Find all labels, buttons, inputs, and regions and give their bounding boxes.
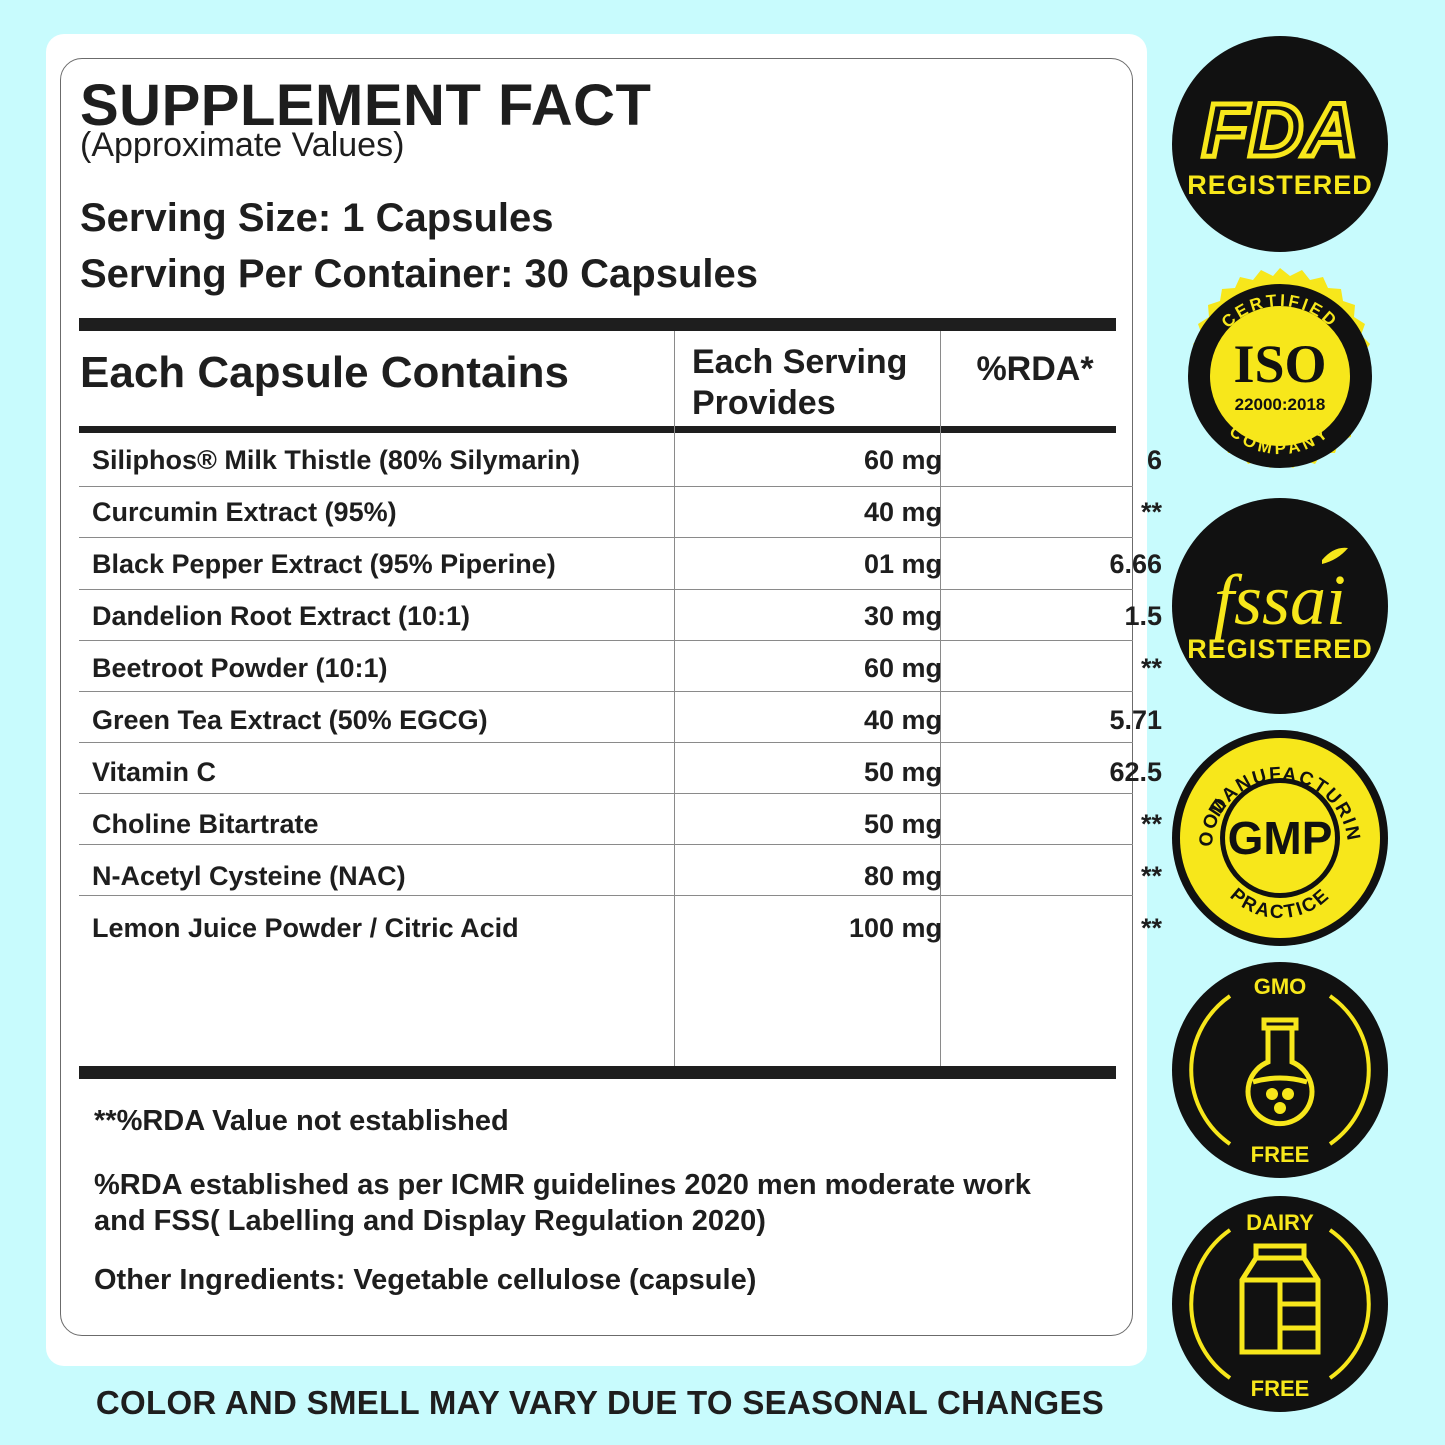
ingredient-amount: 40 mg: [863, 497, 942, 527]
dairy-free-badge: DAIRY FREE: [1172, 1196, 1388, 1412]
fssai-text: fssai: [1214, 560, 1346, 640]
table-row: Lemon Juice Powder / Citric Acid 100 mg …: [79, 902, 1162, 954]
header-amount-line2: Provides: [692, 384, 836, 422]
gmp-main-text: GMP: [1228, 812, 1333, 864]
table-bottom-rule: [79, 1066, 1116, 1079]
rda-basis-note: %RDA established as per ICMR guidelines …: [94, 1167, 1031, 1239]
ingredient-amount: 30 mg: [863, 601, 942, 631]
row-divider: [79, 691, 1133, 692]
row-divider: [79, 793, 1133, 794]
gmo-text: GMO: [1254, 974, 1307, 999]
ingredient-name: Siliphos® Milk Thistle (80% Silymarin): [92, 445, 581, 475]
panel-subtitle: (Approximate Values): [80, 126, 405, 164]
ingredient-rda: **: [1140, 861, 1162, 891]
supplement-card: [46, 34, 1147, 1366]
ingredient-rda: 6.66: [1109, 549, 1162, 579]
column-divider: [940, 331, 941, 1066]
fda-registered-text: REGISTERED: [1187, 170, 1373, 200]
row-divider: [79, 742, 1133, 743]
column-divider: [674, 331, 675, 1066]
ingredient-name: Choline Bitartrate: [92, 809, 319, 839]
gmo-free-badge: GMO FREE: [1172, 962, 1388, 1178]
table-row: Choline Bitartrate 50 mg **: [79, 798, 1162, 850]
table-row: Beetroot Powder (10:1) 60 mg **: [79, 642, 1162, 694]
header-amount-line1: Each Serving: [692, 343, 908, 381]
fda-text: FDA: [1202, 88, 1358, 173]
row-divider: [79, 895, 1133, 896]
fda-registered-badge: FDA REGISTERED: [1172, 36, 1388, 252]
rda-basis-line1: %RDA established as per ICMR guidelines …: [94, 1169, 1031, 1201]
ingredient-amount: 50 mg: [863, 809, 942, 839]
header-amount: Each Serving Provides: [692, 342, 907, 424]
milk-carton-icon: DAIRY FREE: [1172, 1196, 1388, 1412]
ingredient-rda: 5.71: [1109, 705, 1162, 735]
fda-logo-icon: FDA REGISTERED: [1172, 36, 1388, 252]
table-row: Dandelion Root Extract (10:1) 30 mg 1.5: [79, 590, 1162, 642]
ingredient-rda: 6: [1146, 445, 1162, 475]
fssai-registered-text: REGISTERED: [1187, 634, 1373, 664]
supplement-panel-border: [60, 58, 1133, 1336]
ingredient-name: Curcumin Extract (95%): [92, 497, 397, 527]
ingredient-rda: **: [1140, 809, 1162, 839]
ingredient-rda: 62.5: [1109, 757, 1162, 787]
table-header-rule: [79, 426, 1116, 433]
rda-not-established-note: **%RDA Value not established: [94, 1105, 509, 1137]
ingredient-name: Lemon Juice Powder / Citric Acid: [92, 913, 519, 943]
gmp-seal-icon: MANUFACTURING GOOD PRACTICE GMP: [1172, 730, 1388, 946]
table-row: N-Acetyl Cysteine (NAC) 80 mg **: [79, 850, 1162, 902]
other-ingredients-note: Other Ingredients: Vegetable cellulose (…: [94, 1264, 757, 1296]
ingredient-amount: 60 mg: [863, 445, 942, 475]
table-row: Black Pepper Extract (95% Piperine) 01 m…: [79, 538, 1162, 590]
table-row: Vitamin C 50 mg 62.5: [79, 746, 1162, 798]
ingredient-name: Vitamin C: [92, 757, 217, 787]
iso-certified-badge: CERTIFIED COMPANY ISO 22000:2018: [1172, 268, 1388, 484]
iso-main-text: ISO: [1233, 334, 1326, 394]
ingredient-amount: 40 mg: [863, 705, 942, 735]
row-divider: [79, 537, 1133, 538]
table-top-rule: [79, 318, 1116, 331]
gmp-badge: MANUFACTURING GOOD PRACTICE GMP: [1172, 730, 1388, 946]
ingredient-amount: 60 mg: [863, 653, 942, 683]
ingredient-name: Dandelion Root Extract (10:1): [92, 601, 471, 631]
ingredient-rda: 1.5: [1124, 601, 1162, 631]
serving-per-container: Serving Per Container: 30 Capsules: [80, 252, 759, 296]
dairy-free-text: FREE: [1251, 1376, 1310, 1401]
row-divider: [79, 589, 1133, 590]
header-rda: %RDA*: [976, 350, 1094, 388]
ingredient-name: Green Tea Extract (50% EGCG): [92, 705, 488, 735]
ingredient-amount: 80 mg: [863, 861, 942, 891]
ingredient-amount: 01 mg: [863, 549, 942, 579]
ingredient-amount: 50 mg: [863, 757, 942, 787]
flask-icon: GMO FREE: [1172, 962, 1388, 1178]
rda-basis-line2: and FSS( Labelling and Display Regulatio…: [94, 1205, 766, 1237]
panel-title: SUPPLEMENT FACT: [80, 73, 652, 138]
row-divider: [79, 640, 1133, 641]
iso-seal-icon: CERTIFIED COMPANY ISO 22000:2018: [1188, 268, 1372, 468]
ingredient-amount: 100 mg: [848, 913, 942, 943]
row-divider: [79, 844, 1133, 845]
ingredient-name: Beetroot Powder (10:1): [92, 653, 388, 683]
fssai-registered-badge: fssai REGISTERED: [1172, 498, 1388, 714]
gmo-free-text: FREE: [1251, 1142, 1310, 1167]
serving-size: Serving Size: 1 Capsules: [80, 196, 554, 240]
table-row: Curcumin Extract (95%) 40 mg **: [79, 486, 1162, 538]
ingredient-rda: **: [1140, 653, 1162, 683]
ingredient-rda: **: [1140, 497, 1162, 527]
ingredient-name: N-Acetyl Cysteine (NAC): [92, 861, 406, 891]
disclaimer: COLOR AND SMELL MAY VARY DUE TO SEASONAL…: [95, 1384, 1105, 1421]
dairy-text: DAIRY: [1246, 1210, 1314, 1235]
ingredient-rda: **: [1140, 913, 1162, 943]
table-row: Siliphos® Milk Thistle (80% Silymarin) 6…: [79, 434, 1162, 486]
header-ingredient: Each Capsule Contains: [80, 348, 570, 397]
row-divider: [79, 486, 1133, 487]
table-row: Green Tea Extract (50% EGCG) 40 mg 5.71: [79, 694, 1162, 746]
iso-code-text: 22000:2018: [1235, 395, 1326, 414]
fssai-logo-icon: fssai REGISTERED: [1172, 498, 1388, 714]
ingredient-name: Black Pepper Extract (95% Piperine): [92, 549, 556, 579]
